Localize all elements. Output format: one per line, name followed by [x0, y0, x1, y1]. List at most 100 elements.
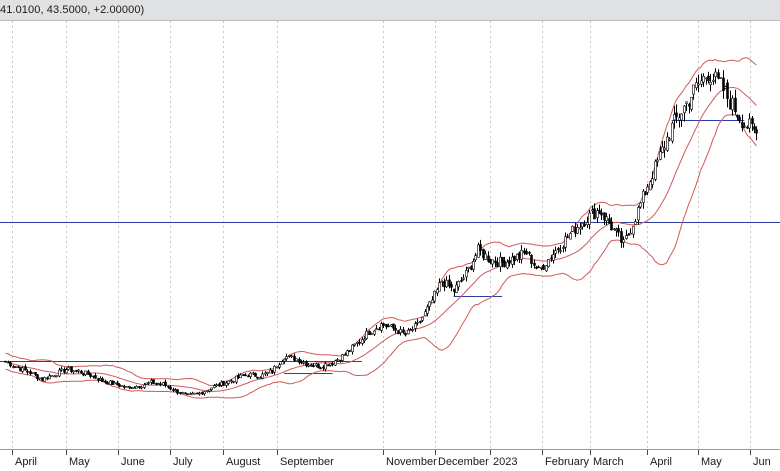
x-tick-label-9: February: [545, 456, 590, 468]
candle-161: [394, 324, 397, 334]
candle-60: [150, 378, 153, 385]
bollinger-lower-band: [5, 113, 757, 399]
candle-98: [242, 374, 245, 376]
candle-280: [683, 104, 686, 122]
x-tick-label-10: March: [593, 456, 624, 468]
candle-263: [642, 188, 645, 209]
candle-53: [133, 386, 136, 389]
candle-37: [94, 373, 97, 379]
candle-303: [738, 114, 741, 124]
candle-295: [719, 77, 722, 79]
candle-232: [566, 233, 569, 239]
candle-101: [249, 372, 252, 379]
candle-11: [31, 372, 34, 374]
chart-header-bar: 41.0100, 43.5000, +2.00000): [0, 0, 780, 21]
candle-95: [235, 375, 238, 385]
candle-177: [433, 290, 436, 304]
candle-99: [244, 373, 247, 377]
candle-227: [554, 246, 557, 258]
candle-243: [593, 203, 596, 220]
candle-244: [596, 207, 599, 223]
candle-206: [503, 256, 506, 268]
candle-163: [399, 326, 402, 336]
candle-23: [60, 366, 63, 372]
candle-34: [87, 369, 90, 375]
candle-22: [58, 367, 61, 378]
candle-247: [603, 212, 606, 226]
candle-144: [353, 343, 356, 347]
candle-137: [336, 357, 339, 362]
candle-210: [513, 255, 516, 265]
candle-100: [247, 374, 250, 378]
candle-78: [193, 392, 196, 395]
candle-195: [477, 242, 480, 258]
candle-172: [421, 316, 424, 323]
candle-270: [659, 146, 662, 161]
candle-13: [36, 374, 39, 382]
candle-108: [266, 371, 269, 377]
candle-56: [140, 385, 143, 390]
candle-300: [731, 95, 734, 116]
candle-7: [21, 366, 24, 374]
candle-116: [285, 353, 288, 361]
candle-188: [460, 277, 463, 283]
bollinger-middle-band: [5, 86, 757, 392]
candle-104: [256, 376, 259, 379]
candle-75: [186, 393, 189, 396]
candle-156: [382, 322, 385, 328]
candle-218: [533, 259, 536, 269]
candle-119: [293, 353, 296, 362]
candle-255: [622, 236, 625, 248]
candle-253: [617, 224, 620, 237]
candle-302: [736, 114, 739, 121]
candle-158: [387, 323, 390, 328]
candle-231: [564, 232, 567, 252]
candle-308: [751, 115, 754, 131]
candle-291: [709, 74, 712, 92]
candle-155: [380, 321, 383, 333]
candle-281: [685, 101, 688, 112]
candle-42: [106, 381, 109, 385]
candle-168: [411, 326, 414, 333]
candle-245: [598, 204, 601, 215]
x-tick-label-11: April: [650, 456, 672, 468]
candle-246: [600, 208, 603, 221]
candle-49: [123, 384, 126, 390]
candle-47: [118, 383, 121, 388]
candle-236: [576, 224, 579, 235]
candle-102: [252, 371, 255, 376]
candle-194: [474, 253, 477, 262]
candle-199: [487, 251, 490, 263]
candle-264: [644, 190, 647, 196]
candle-193: [472, 258, 475, 273]
candle-184: [450, 281, 453, 292]
candle-186: [455, 281, 458, 294]
candle-2: [9, 361, 12, 368]
candle-257: [627, 233, 630, 236]
date-axis-svg: April May June July August September November D…: [12, 450, 771, 468]
candle-166: [407, 327, 410, 335]
candle-198: [484, 250, 487, 261]
candle-287: [700, 73, 703, 88]
candle-170: [416, 318, 419, 326]
candle-18: [48, 373, 51, 380]
candle-50: [126, 385, 129, 388]
ohlc-readout: 41.0100, 43.5000, +2.00000): [0, 4, 145, 16]
candle-19: [50, 375, 53, 377]
candle-35: [89, 372, 92, 379]
bollinger-bands: [5, 57, 757, 399]
candle-8: [24, 364, 27, 371]
x-tick-label-1: May: [69, 456, 90, 468]
candle-279: [680, 113, 683, 127]
candle-171: [419, 320, 422, 324]
candle-51: [128, 385, 131, 390]
candle-259: [632, 225, 635, 238]
candle-202: [494, 256, 497, 268]
price-plot-area[interactable]: [0, 21, 780, 449]
candle-16: [43, 376, 46, 382]
candle-256: [625, 229, 628, 240]
candle-46: [116, 380, 119, 386]
candle-31: [80, 370, 83, 374]
grid-lines: [12, 21, 751, 449]
candle-294: [717, 69, 720, 80]
